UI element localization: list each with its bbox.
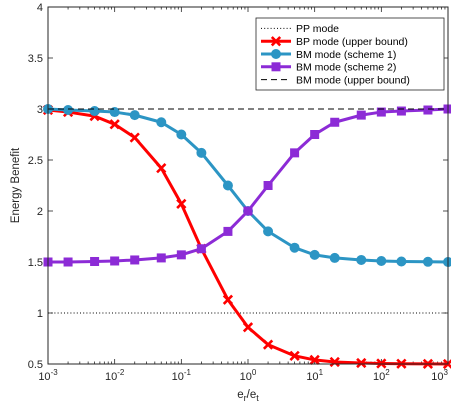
data-point <box>63 105 74 116</box>
data-point <box>396 256 407 267</box>
data-point <box>129 132 140 143</box>
y-tick-label: 3 <box>37 104 43 116</box>
x-tick-label: 10-1 <box>172 368 192 383</box>
x-axis-label: er/et <box>237 389 259 403</box>
y-tick-label: 1 <box>37 308 43 320</box>
y-tick-label: 2 <box>37 206 43 218</box>
data-point <box>196 244 206 254</box>
legend-marker <box>271 62 281 72</box>
data-point <box>110 256 120 266</box>
data-point <box>109 107 120 118</box>
data-point <box>263 181 273 190</box>
y-axis-label: Energy Benefit <box>10 147 22 223</box>
x-tick-label: 10-3 <box>38 368 58 383</box>
x-tick-label: 100 <box>240 368 257 383</box>
legend-entry: BM mode (scheme 2) <box>261 62 396 74</box>
data-point <box>242 322 254 333</box>
data-point <box>329 356 340 368</box>
x-tick-label: 102 <box>373 368 390 383</box>
data-point <box>356 254 367 265</box>
data-point <box>196 147 207 158</box>
data-point <box>109 119 120 130</box>
series-3 <box>43 104 451 267</box>
data-point <box>443 104 451 114</box>
y-tick-labels: 0.5 1 1.5 2 2.5 3 3.5 4 <box>28 2 43 371</box>
data-point <box>423 105 433 115</box>
x-tick-labels: 10-3 10-2 10-1 100 101 102 103 <box>38 368 448 383</box>
y-tick-label: 3.5 <box>28 53 43 65</box>
data-point <box>222 180 233 191</box>
data-point <box>289 242 300 253</box>
data-point <box>63 257 73 267</box>
series-line <box>47 107 449 264</box>
legend-entry: BM mode (upper bound) <box>261 74 410 86</box>
y-tick-label: 2.5 <box>28 155 43 167</box>
y-tick-label: 1.5 <box>28 257 43 269</box>
y-tick-label: 0.5 <box>28 359 43 371</box>
data-point <box>309 354 320 366</box>
data-point <box>263 226 274 237</box>
legend-entry: PP mode <box>261 23 339 35</box>
data-point <box>422 256 433 267</box>
data-point <box>129 110 140 121</box>
data-point <box>262 339 274 350</box>
data-point <box>356 110 366 120</box>
legend-entry: BM mode (scheme 1) <box>261 49 396 61</box>
legend-marker <box>271 49 281 59</box>
data-point <box>130 255 140 265</box>
data-point <box>176 250 186 260</box>
x-tick-label: 101 <box>306 368 323 383</box>
series-line <box>48 107 449 264</box>
x-tick-label: 103 <box>431 368 448 383</box>
series-2 <box>42 104 451 370</box>
plot-frame <box>47 6 449 365</box>
data-point <box>290 148 300 158</box>
data-point <box>356 357 367 369</box>
data-point <box>243 206 253 216</box>
data-point <box>156 253 166 263</box>
data-point <box>443 257 451 267</box>
data-point <box>222 294 234 305</box>
x-tick-label: 10-2 <box>105 368 125 383</box>
data-point <box>376 107 386 117</box>
data-point <box>330 117 340 127</box>
data-point <box>329 252 340 263</box>
legend-label: BM mode (upper bound) <box>296 74 410 86</box>
legend-label: BP mode (upper bound) <box>296 36 408 48</box>
data-point <box>89 106 100 117</box>
legend-marker <box>270 36 282 47</box>
data-point <box>176 198 187 209</box>
data-point <box>176 129 187 140</box>
data-point <box>156 117 167 128</box>
data-point <box>376 255 387 266</box>
data-point <box>310 130 320 139</box>
legend-entry: BP mode (upper bound) <box>261 36 408 48</box>
series-layer <box>42 104 451 370</box>
data-point <box>309 249 320 260</box>
legend-label: BM mode (scheme 2) <box>296 62 396 74</box>
data-point <box>156 163 167 174</box>
data-point <box>396 106 406 116</box>
y-tick-label: 4 <box>37 2 43 14</box>
data-point <box>223 226 233 236</box>
legend-label: BM mode (scheme 1) <box>296 49 396 61</box>
data-point <box>289 350 300 361</box>
legend-label: PP mode <box>296 23 339 35</box>
data-point <box>90 256 100 266</box>
data-point <box>376 358 387 369</box>
series-4 <box>43 104 451 267</box>
